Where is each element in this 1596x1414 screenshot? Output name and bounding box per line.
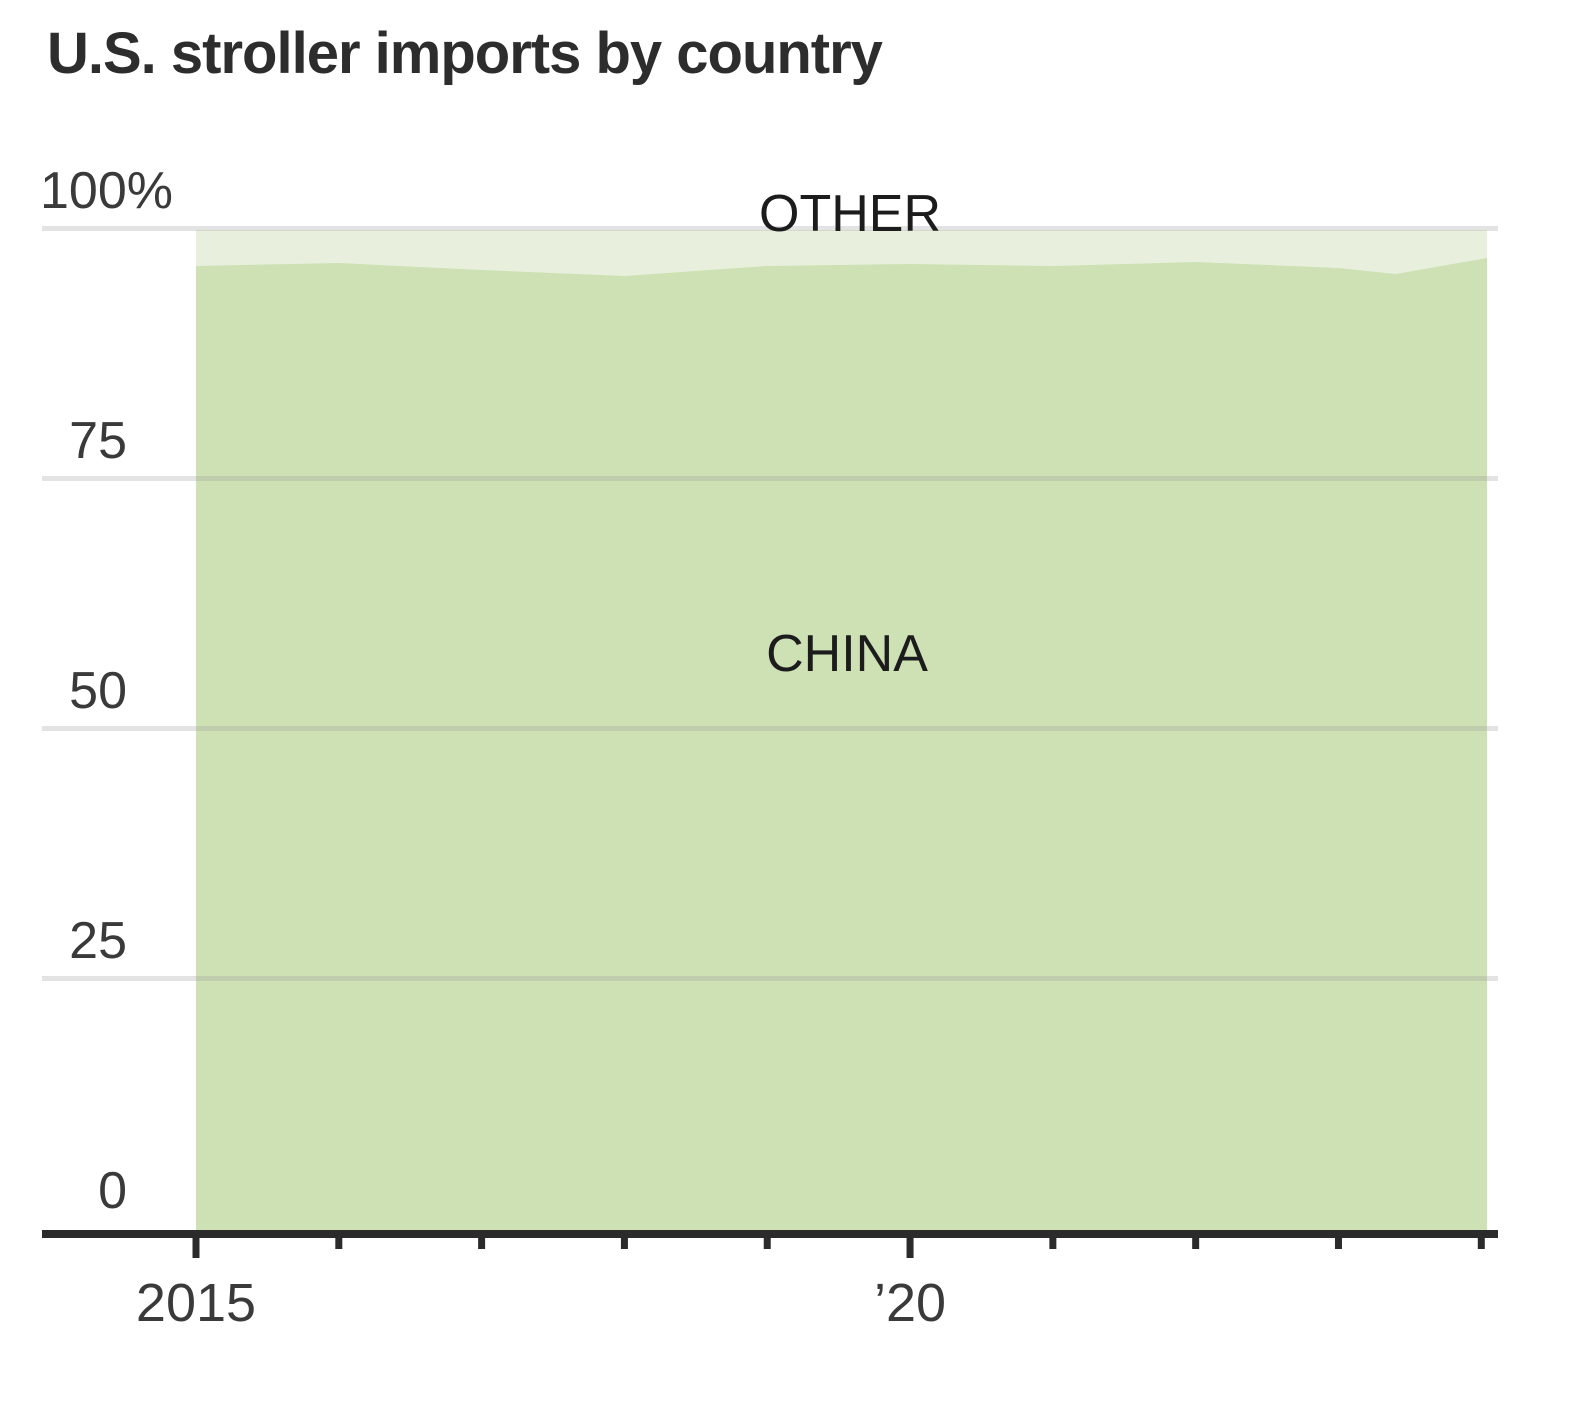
china-area bbox=[196, 258, 1487, 1234]
tick-mark-2017 bbox=[478, 1238, 486, 1249]
gridline-75 bbox=[42, 476, 1498, 481]
y-axis-label-100: 100% bbox=[40, 162, 173, 220]
y-axis-label-50: 50 bbox=[69, 662, 127, 720]
tick-mark-2019 bbox=[763, 1238, 771, 1249]
tick-mark-2023 bbox=[1334, 1238, 1342, 1249]
gridline-50 bbox=[42, 726, 1498, 731]
tick-mark-2016 bbox=[335, 1238, 343, 1249]
tick-mark-2024 bbox=[1477, 1238, 1485, 1249]
chart-title: U.S. stroller imports by country bbox=[47, 21, 883, 86]
tick-mark-2021 bbox=[1049, 1238, 1057, 1249]
tick-mark-2015 bbox=[192, 1238, 200, 1258]
tick-mark-2022 bbox=[1192, 1238, 1200, 1249]
x-axis-label-2015: 2015 bbox=[135, 1273, 257, 1333]
gridline-25 bbox=[42, 976, 1498, 981]
tick-mark-2020 bbox=[906, 1238, 914, 1258]
gridline-100 bbox=[42, 226, 1498, 231]
series-label-other: OTHER bbox=[759, 185, 941, 243]
x-axis-label-2020: ’20 bbox=[874, 1273, 947, 1333]
y-axis-label-25: 25 bbox=[69, 912, 127, 970]
x-axis-line bbox=[42, 1230, 1498, 1238]
series-label-china: CHINA bbox=[766, 625, 928, 683]
y-axis-label-75: 75 bbox=[69, 412, 127, 470]
tick-mark-2018 bbox=[620, 1238, 628, 1249]
y-axis-label-0: 0 bbox=[98, 1162, 127, 1220]
